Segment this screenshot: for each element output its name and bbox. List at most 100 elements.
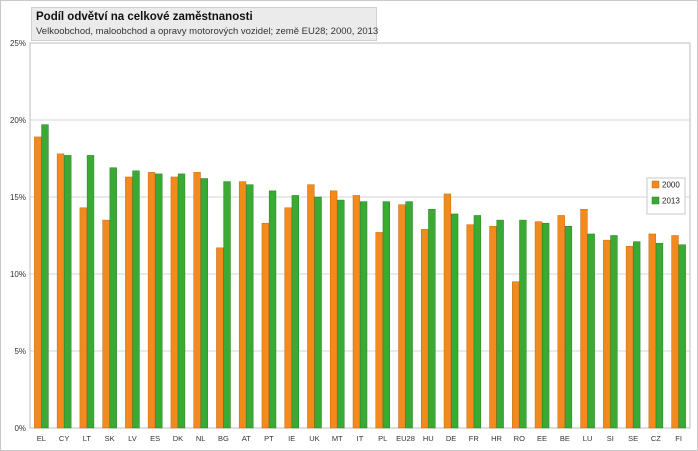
bar-2013-SE xyxy=(633,241,641,429)
x-tick-label: NL xyxy=(196,434,206,443)
x-tick-label: DK xyxy=(173,434,183,443)
bar-2013-EU28 xyxy=(405,201,413,429)
x-tick-label: FI xyxy=(675,434,682,443)
bar-2013-MT xyxy=(337,199,345,429)
bar-2000-UK xyxy=(307,184,315,429)
x-tick-label: FR xyxy=(469,434,480,443)
bar-2013-PL xyxy=(382,201,391,429)
x-tick-label: LV xyxy=(128,434,137,443)
x-tick-label: IE xyxy=(288,434,295,443)
bar-2000-HU xyxy=(421,229,429,429)
x-tick-label: EE xyxy=(537,434,547,443)
bar-2000-LU xyxy=(580,209,588,429)
bar-2000-RO xyxy=(512,281,520,429)
bar-2000-MT xyxy=(329,190,338,429)
legend-label-2000: 2000 xyxy=(662,181,680,190)
bar-2000-CZ xyxy=(648,233,656,429)
x-tick-label: LT xyxy=(83,434,92,443)
bar-2000-HR xyxy=(489,226,497,429)
x-tick-label: CY xyxy=(59,434,69,443)
chart-subtitle: Velkoobchod, maloobchod a opravy motorov… xyxy=(36,26,379,37)
bar-2000-BE xyxy=(557,215,565,429)
y-tick-label: 0% xyxy=(14,424,26,433)
bar-2013-IT xyxy=(359,201,368,429)
bar-2013-EL xyxy=(41,124,49,429)
bar-2000-EU28 xyxy=(398,204,406,429)
x-tick-label: HU xyxy=(423,434,434,443)
bar-2000-ES xyxy=(147,172,156,429)
bar-2013-NL xyxy=(200,178,208,429)
x-tick-label: BG xyxy=(218,434,229,443)
x-tick-label: MT xyxy=(332,434,343,443)
x-tick-label: HR xyxy=(491,434,502,443)
bar-2000-NL xyxy=(193,172,201,429)
bar-2013-SK xyxy=(109,167,117,429)
x-tick-label: PT xyxy=(264,434,274,443)
bar-2013-DE xyxy=(450,213,459,429)
bar-2013-RO xyxy=(519,219,527,429)
bar-2013-BG xyxy=(223,181,231,429)
chart-title: Podíl odvětví na celkové zaměstnanosti xyxy=(36,11,253,23)
bar-2000-DK xyxy=(170,176,178,429)
bar-2000-DE xyxy=(443,193,452,429)
bar-2013-DK xyxy=(177,173,186,429)
bar-2013-CY xyxy=(64,155,72,429)
bar-2000-FI xyxy=(671,235,679,429)
bar-2000-AT xyxy=(238,181,247,429)
y-tick-label: 20% xyxy=(10,116,26,125)
y-tick-label: 25% xyxy=(10,39,26,48)
bar-2000-LT xyxy=(79,207,87,429)
bar-2000-BG xyxy=(216,247,224,429)
legend-box xyxy=(646,177,686,215)
legend-label-2013: 2013 xyxy=(662,197,680,206)
bar-2013-CZ xyxy=(655,242,664,429)
x-tick-label: IT xyxy=(357,434,364,443)
x-tick-label: LU xyxy=(583,434,593,443)
legend-swatch-2013 xyxy=(651,196,660,205)
bar-2013-FI xyxy=(678,244,686,429)
x-tick-label: PL xyxy=(378,434,387,443)
bar-2013-UK xyxy=(314,196,322,429)
bar-2000-SI xyxy=(603,239,611,429)
bar-2000-PL xyxy=(375,232,383,429)
x-tick-label: UK xyxy=(309,434,319,443)
bar-2013-PT xyxy=(268,190,277,429)
x-tick-label: SI xyxy=(607,434,614,443)
bar-2000-CY xyxy=(56,153,65,429)
bar-2000-PT xyxy=(261,222,270,429)
bar-2013-EE xyxy=(542,222,550,429)
bar-2013-HU xyxy=(428,209,436,429)
bar-2013-SI xyxy=(610,235,618,429)
y-tick-label: 5% xyxy=(14,347,26,356)
bar-2000-IE xyxy=(284,207,292,429)
bar-2013-LT xyxy=(86,155,95,429)
bar-2013-AT xyxy=(246,184,254,429)
bar-2000-LV xyxy=(125,176,133,429)
bar-2013-LU xyxy=(587,233,595,429)
x-tick-label: SE xyxy=(628,434,638,443)
bar-2000-EE xyxy=(534,221,543,429)
x-tick-label: ES xyxy=(150,434,160,443)
bar-2013-BE xyxy=(564,226,573,429)
legend-swatch-2000 xyxy=(651,180,660,189)
x-tick-label: EU28 xyxy=(396,434,415,443)
y-tick-label: 15% xyxy=(10,193,26,202)
bar-2013-LV xyxy=(132,170,140,429)
x-tick-label: EL xyxy=(37,434,46,443)
bar-2013-HR xyxy=(496,219,504,429)
x-tick-label: CZ xyxy=(651,434,661,443)
bar-2000-IT xyxy=(352,195,361,429)
bar-2000-EL xyxy=(34,136,42,429)
x-tick-label: DE xyxy=(446,434,456,443)
bar-2013-FR xyxy=(473,215,482,429)
x-tick-label: SK xyxy=(105,434,115,443)
x-tick-label: BE xyxy=(560,434,570,443)
x-tick-label: AT xyxy=(242,434,251,443)
chart-title-box: Podíl odvětví na celkové zaměstnanosti V… xyxy=(31,7,379,41)
bar-2000-SE xyxy=(625,246,634,429)
x-tick-label: RO xyxy=(514,434,525,443)
y-tick-label: 10% xyxy=(10,270,26,279)
bar-2013-IE xyxy=(291,195,299,429)
